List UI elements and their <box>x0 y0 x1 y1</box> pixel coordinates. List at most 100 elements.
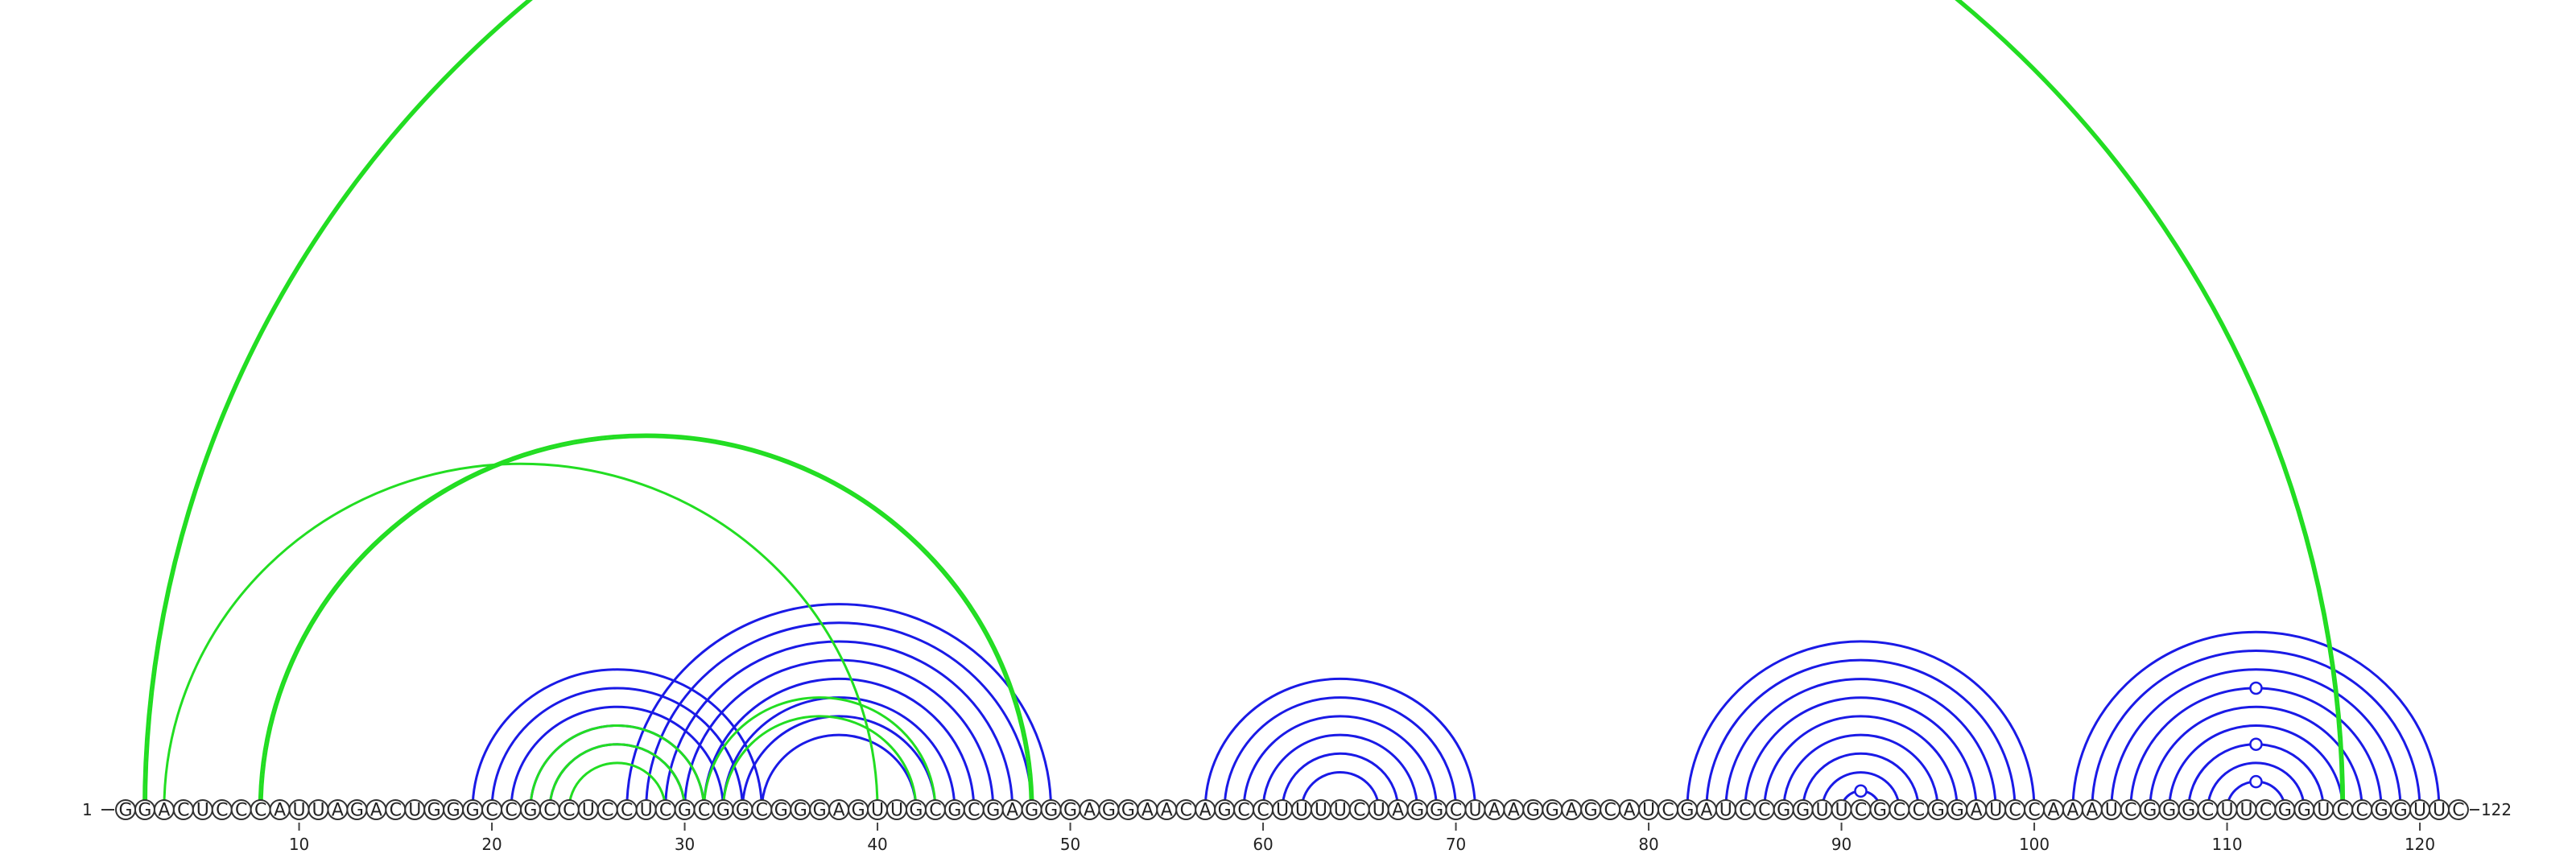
nucleotide-letter: G <box>2143 801 2157 821</box>
nucleotide-9: A <box>269 799 291 821</box>
nucleotide-37: G <box>809 799 831 821</box>
nucleotide-letter: G <box>1063 801 1077 821</box>
nucleotide-35: G <box>770 799 792 821</box>
nucleotide-84: U <box>1715 799 1736 821</box>
nucleotide-24: C <box>558 799 580 821</box>
nucleotide-letter: A <box>1006 801 1018 821</box>
nucleotide-16: U <box>404 799 426 821</box>
nucleotide-112: C <box>2255 799 2277 821</box>
nucleotide-letter: U <box>2317 801 2330 821</box>
tick-label-10: 10 <box>289 835 309 854</box>
nucleotide-letter: G <box>1025 801 1038 821</box>
nucleotide-108: G <box>2178 799 2199 821</box>
green-arc-23-30 <box>548 743 687 811</box>
nucleotide-letter: C <box>1913 801 1925 821</box>
nucleotide-74: G <box>1522 799 1544 821</box>
nucleotide-letter: A <box>158 801 170 821</box>
nucleotide-39: G <box>848 799 869 821</box>
nucleotide-70: C <box>1445 799 1467 821</box>
nucleotide-122: C <box>2447 799 2469 821</box>
nucleotide-105: C <box>2120 799 2141 821</box>
tick-label-40: 40 <box>867 835 887 854</box>
tick-label-100: 100 <box>2019 835 2050 854</box>
nucleotide-87: G <box>1773 799 1794 821</box>
nucleotide-letter: U <box>196 801 209 821</box>
nucleotide-letter: G <box>138 801 151 821</box>
ticks-layer: 10 20 30 40 50 60 70 80 90 100 110 120 <box>289 823 2435 854</box>
blue-arc-33-43 <box>741 715 937 811</box>
nucleotide-letter: C <box>1257 801 1269 821</box>
blue-arc-107-116 <box>2168 724 2344 811</box>
nucleotide-letter: A <box>1141 801 1154 821</box>
nucleotide-letter: G <box>2297 801 2311 821</box>
nucleotide-letter: G <box>1526 801 1540 821</box>
nucleotide-letter: A <box>1199 801 1212 821</box>
nucleotide-104: U <box>2100 799 2122 821</box>
nucleotide-42: G <box>905 799 927 821</box>
nucleotide-letter: A <box>274 801 286 821</box>
nucleotide-letter: C <box>968 801 980 821</box>
nucleotide-10: U <box>288 799 310 821</box>
nucleotide-110: U <box>2216 799 2238 821</box>
nucleotide-letter: C <box>2260 801 2272 821</box>
nucleotide-letter: C <box>1662 801 1674 821</box>
apex-marker <box>2249 681 2263 695</box>
nucleotide-letter: C <box>177 801 189 821</box>
nucleotide-11: U <box>308 799 329 821</box>
nucleotide-letter: C <box>2028 801 2040 821</box>
nucleotide-letter: G <box>1430 801 1443 821</box>
blue-arc-86-96 <box>1763 715 1959 811</box>
nucleotide-letter: C <box>1180 801 1192 821</box>
nucleotide-letter: U <box>2413 801 2426 821</box>
nucleotide-letter: C <box>254 801 266 821</box>
nucleotide-29: C <box>654 799 676 821</box>
nucleotide-letter: G <box>2394 801 2408 821</box>
nucleotide-letter: C <box>698 801 710 821</box>
nucleotide-letter: C <box>235 801 247 821</box>
nucleotide-letter: U <box>1276 801 1289 821</box>
nucleotide-letter: U <box>582 801 595 821</box>
blue-arc-83-99 <box>1705 658 2017 811</box>
nucleotide-65: C <box>1348 799 1370 821</box>
nucleotide-33: G <box>732 799 753 821</box>
nucleotide-26: C <box>597 799 618 821</box>
nucleotide-30: G <box>674 799 696 821</box>
nucleotide-letter: A <box>332 801 344 821</box>
nucleotide-letter: A <box>1566 801 1578 821</box>
tick-label-60: 60 <box>1253 835 1273 854</box>
blue-arc-22-31 <box>529 724 705 811</box>
nucleotide-55: A <box>1156 799 1178 821</box>
nucleotide-53: G <box>1117 799 1139 821</box>
nucleotide-letter: A <box>1508 801 1520 821</box>
nucleotide-95: G <box>1927 799 1949 821</box>
nucleotide-letter: U <box>2433 801 2446 821</box>
nucleotide-letter: A <box>2086 801 2098 821</box>
nucleotide-25: U <box>577 799 599 821</box>
nucleotide-letter: U <box>1315 801 1327 821</box>
blue-arc-84-98 <box>1724 677 1997 811</box>
green-arc-24-29 <box>568 761 667 811</box>
nucleotide-letter: C <box>1739 801 1751 821</box>
blue-arc-62-66 <box>1300 771 1381 811</box>
nucleotide-letter: U <box>871 801 884 821</box>
blue-arc-106-117 <box>2149 705 2363 811</box>
blue-arc-29-47 <box>664 640 1014 811</box>
nucleotide-letter: G <box>1931 801 1945 821</box>
nucleotide-12: A <box>327 799 349 821</box>
nucleotide-34: C <box>751 799 773 821</box>
nucleotide-120: U <box>2409 799 2431 821</box>
nucleotide-2: G <box>134 799 155 821</box>
nucleotide-letter: C <box>216 801 228 821</box>
tick-label-20: 20 <box>481 835 502 854</box>
nucleotide-78: C <box>1600 799 1621 821</box>
nucleotide-80: U <box>1638 799 1660 821</box>
nucleotide-letter: G <box>1218 801 1232 821</box>
nucleotide-67: A <box>1387 799 1409 821</box>
nucleotide-letter: A <box>833 801 845 821</box>
nucleotide-1: G <box>115 799 136 821</box>
nucleotide-letter: C <box>929 801 941 821</box>
nucleotide-59: C <box>1233 799 1255 821</box>
nucleotide-88: G <box>1792 799 1814 821</box>
nucleotide-letter: U <box>1334 801 1347 821</box>
